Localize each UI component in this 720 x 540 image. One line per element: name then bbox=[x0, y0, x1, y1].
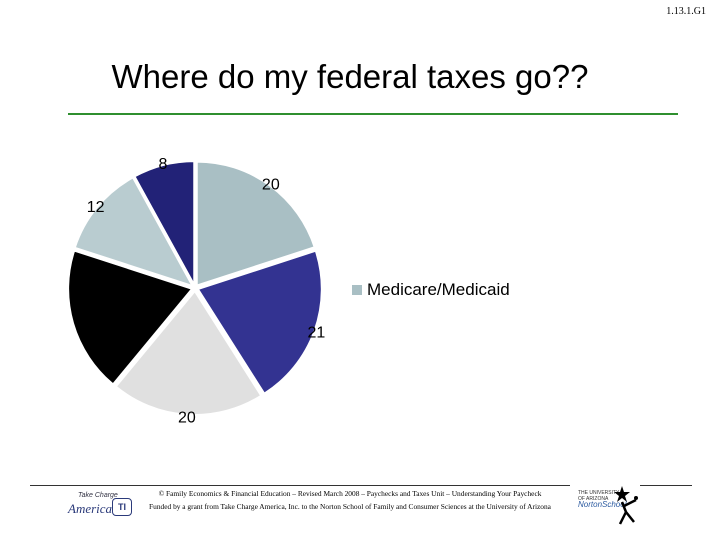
university-arizona-logo: THE UNIVERSITY OF ARIZONA NortonSchool bbox=[578, 490, 626, 514]
slice-label: 12 bbox=[87, 199, 105, 216]
pie-slice bbox=[196, 249, 323, 396]
chart-legend: Medicare/Medicaid bbox=[352, 280, 512, 304]
pie-slice bbox=[195, 160, 316, 287]
legend-swatch bbox=[352, 285, 362, 295]
star-figure-icon bbox=[614, 486, 638, 525]
logo-text-main: America bbox=[68, 501, 113, 516]
pie-slice bbox=[133, 160, 196, 286]
pie-slice bbox=[67, 249, 194, 386]
title-underline bbox=[68, 113, 678, 115]
legend-label: Medicare/Medicaid bbox=[367, 280, 510, 299]
footer-copyright: © Family Economics & Financial Education… bbox=[158, 489, 542, 498]
take-charge-america-logo: Take Charge America TI bbox=[66, 492, 136, 520]
logo-badge: TI bbox=[112, 498, 132, 516]
logo-norton-text: NortonSchool bbox=[578, 500, 627, 509]
footer-funding: Funded by a grant from Take Charge Ameri… bbox=[149, 502, 551, 511]
pie-slice bbox=[114, 289, 263, 416]
footer-rule-right bbox=[640, 485, 692, 486]
slice-label: 20 bbox=[262, 177, 280, 194]
slice-label: 20 bbox=[178, 410, 196, 427]
pie-slice bbox=[73, 176, 195, 288]
footer-rule bbox=[30, 485, 570, 486]
logo-text-top: Take Charge bbox=[78, 492, 118, 499]
logo-university-text: THE UNIVERSITY OF ARIZONA bbox=[578, 490, 620, 502]
slide-title: Where do my federal taxes go?? bbox=[111, 58, 589, 95]
slice-label: 21 bbox=[307, 325, 325, 342]
slide-number: 1.13.1.G1 bbox=[666, 6, 706, 17]
slice-label: 8 bbox=[158, 156, 167, 173]
